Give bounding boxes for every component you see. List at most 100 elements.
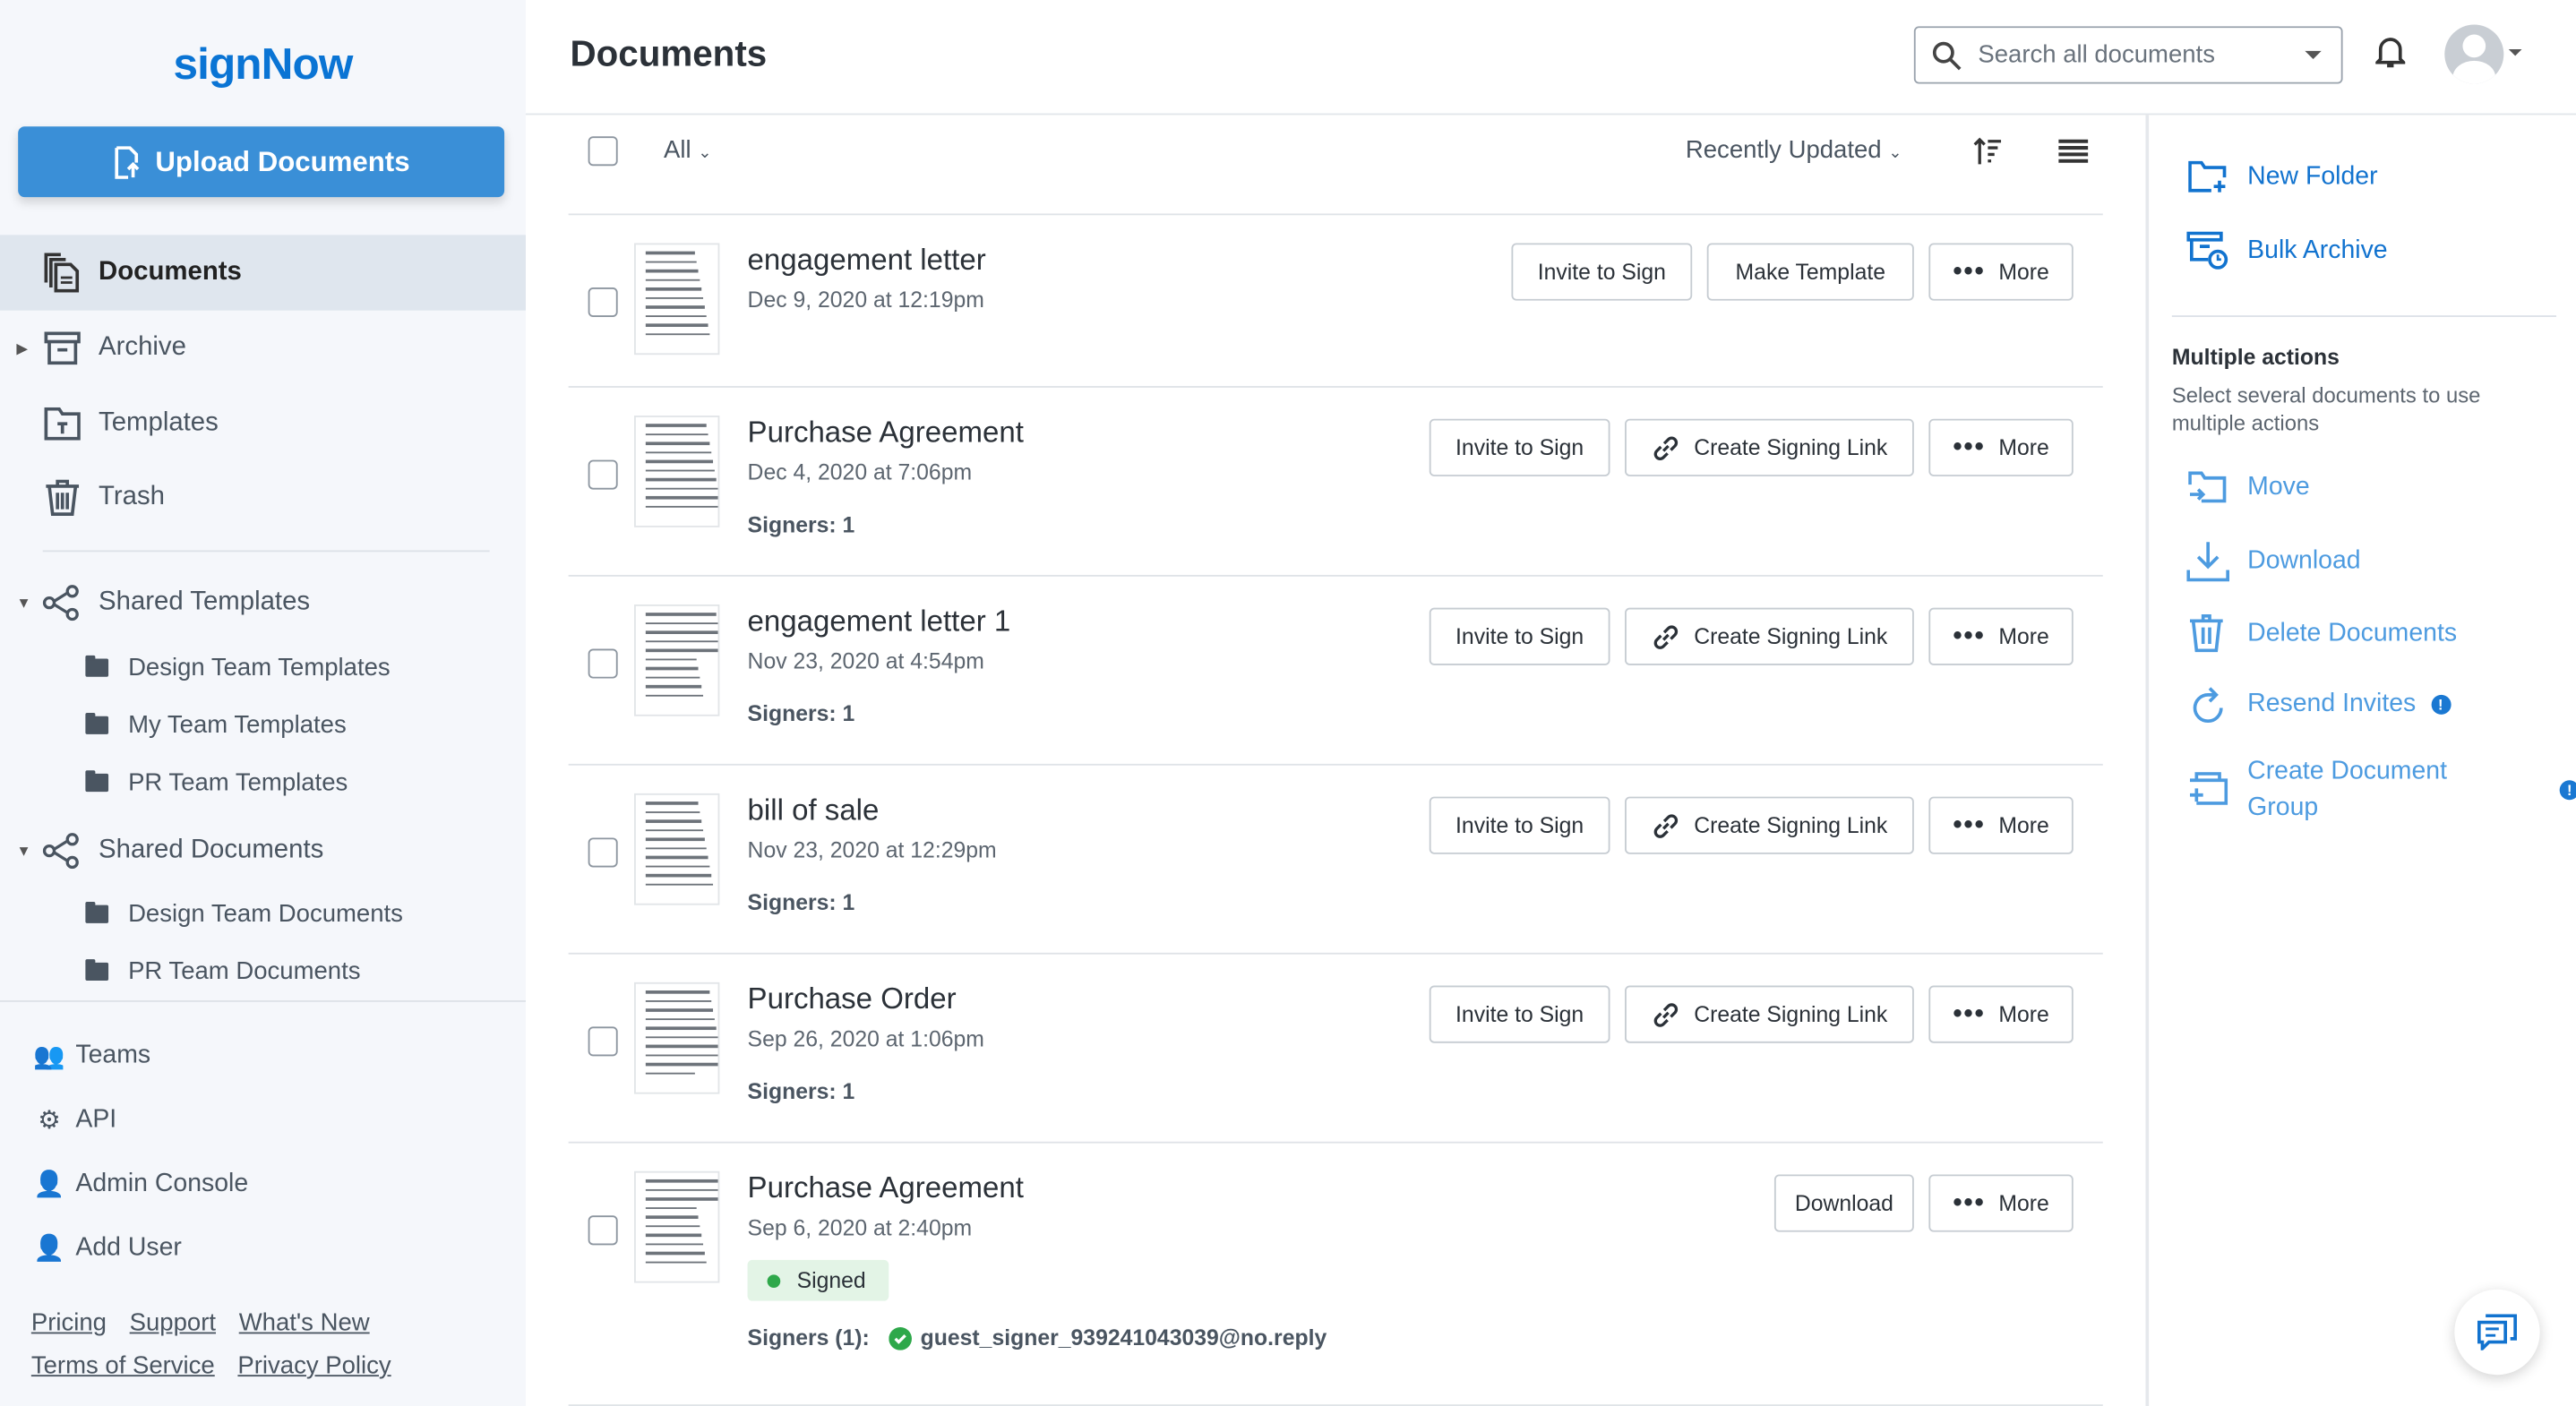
info-icon[interactable]: ! — [2430, 694, 2451, 715]
caret-down-icon[interactable]: ▼ — [16, 594, 31, 612]
document-thumbnail[interactable] — [634, 982, 720, 1094]
more-button[interactable]: ••• More — [1928, 607, 2074, 665]
document-thumbnail[interactable] — [634, 416, 720, 527]
upload-documents-button[interactable]: Upload Documents — [18, 126, 505, 198]
info-icon[interactable]: ! — [2559, 780, 2576, 801]
document-row[interactable]: engagement letter 1 Nov 23, 2020 at 4:54p… — [568, 577, 2103, 766]
sidebar-item-templates[interactable]: Templates — [0, 394, 526, 453]
delete-documents-button[interactable]: Delete Documents — [2185, 613, 2457, 654]
sidebar-subitem-my-team-templates[interactable]: My Team Templates — [85, 711, 347, 740]
sidebar-subitem-pr-team-documents[interactable]: PR Team Documents — [85, 957, 361, 986]
caret-right-icon[interactable]: ▶ — [16, 339, 29, 356]
row-checkbox[interactable] — [588, 287, 618, 318]
signer-email: guest_signer_939241043039@no.reply — [920, 1325, 1327, 1350]
check-circle-icon — [889, 1326, 913, 1350]
chevron-down-icon[interactable] — [2508, 49, 2522, 63]
whats-new-link[interactable]: What's New — [238, 1308, 370, 1338]
chevron-down-icon[interactable] — [2305, 50, 2322, 67]
share-icon — [42, 831, 82, 870]
sidebar-item-documents[interactable]: Documents — [0, 235, 526, 311]
bulk-archive-label: Bulk Archive — [2247, 236, 2388, 265]
sidebar-item-shared-templates[interactable]: ▼ Shared Templates — [0, 579, 526, 628]
invite-to-sign-button[interactable]: Invite to Sign — [1429, 418, 1610, 476]
sidebar-item-trash[interactable]: Trash — [0, 468, 526, 527]
button-label: Download — [1794, 1190, 1893, 1216]
row-checkbox[interactable] — [588, 1215, 618, 1246]
create-document-group-button[interactable]: Create Document Group! — [2185, 754, 2576, 827]
more-button[interactable]: ••• More — [1928, 418, 2074, 476]
row-checkbox[interactable] — [588, 648, 618, 679]
more-button[interactable]: ••• More — [1928, 796, 2074, 854]
sidebar-subitem-design-team-documents[interactable]: Design Team Documents — [85, 900, 403, 928]
create-signing-link-button[interactable]: Create Signing Link — [1625, 607, 1914, 665]
row-checkbox[interactable] — [588, 1026, 618, 1057]
invite-to-sign-button[interactable]: Invite to Sign — [1511, 243, 1693, 301]
more-button[interactable]: ••• More — [1928, 243, 2074, 301]
move-button[interactable]: Move — [2185, 471, 2310, 504]
sidebar-item-shared-documents[interactable]: ▼ Shared Documents — [0, 827, 526, 876]
document-thumbnail[interactable] — [634, 793, 720, 905]
terms-link[interactable]: Terms of Service — [30, 1351, 215, 1380]
new-folder-button[interactable]: New Folder — [2185, 160, 2378, 194]
sidebar-item-teams[interactable]: 👥 Teams — [0, 1035, 526, 1078]
caret-down-icon[interactable]: ▼ — [16, 842, 31, 860]
document-row[interactable]: Purchase Order Sep 26, 2020 at 1:06pm Sign… — [568, 955, 2103, 1144]
sort-order-icon[interactable] — [1973, 136, 2003, 166]
document-name[interactable]: engagement letter — [747, 243, 986, 277]
document-name[interactable]: bill of sale — [747, 793, 880, 827]
sidebar-item-admin-console[interactable]: 👤 Admin Console — [0, 1163, 526, 1206]
list-toolbar: All ⌄ Recently Updated ⌄ — [568, 115, 2103, 216]
make-template-button[interactable]: Make Template — [1706, 243, 1914, 301]
document-name[interactable]: engagement letter 1 — [747, 604, 1011, 638]
create-signing-link-button[interactable]: Create Signing Link — [1625, 418, 1914, 476]
document-thumbnail[interactable] — [634, 604, 720, 716]
document-name[interactable]: Purchase Agreement — [747, 1170, 1024, 1205]
resend-invites-button[interactable]: Resend Invites! — [2185, 685, 2451, 724]
folder-icon — [85, 901, 109, 923]
invite-to-sign-button[interactable]: Invite to Sign — [1429, 985, 1610, 1043]
create-signing-link-button[interactable]: Create Signing Link — [1625, 796, 1914, 854]
support-link[interactable]: Support — [129, 1308, 217, 1338]
document-row[interactable]: Purchase Agreement Dec 4, 2020 at 7:06pm S… — [568, 388, 2103, 577]
sidebar-item-archive[interactable]: ▶ Archive — [0, 319, 526, 378]
invite-to-sign-button[interactable]: Invite to Sign — [1429, 607, 1610, 665]
create-signing-link-button[interactable]: Create Signing Link — [1625, 985, 1914, 1043]
bulk-archive-button[interactable]: Bulk Archive — [2185, 231, 2388, 271]
more-button[interactable]: ••• More — [1928, 985, 2074, 1043]
avatar[interactable] — [2444, 24, 2504, 84]
more-button[interactable]: ••• More — [1928, 1174, 2074, 1232]
button-label: More — [1998, 435, 2049, 460]
bulk-archive-icon — [2185, 231, 2230, 271]
status-label: Signed — [796, 1268, 866, 1293]
sidebar-subitem-design-team-templates[interactable]: Design Team Templates — [85, 654, 391, 682]
document-row[interactable]: engagement letter Dec 9, 2020 at 12:19pm •… — [568, 215, 2103, 388]
invite-to-sign-button[interactable]: Invite to Sign — [1429, 796, 1610, 854]
subitem-label: My Team Templates — [128, 711, 347, 740]
document-date: Sep 26, 2020 at 1:06pm — [747, 1026, 984, 1051]
select-all-checkbox[interactable] — [588, 136, 618, 167]
sidebar-item-api[interactable]: ⚙ API — [0, 1099, 526, 1142]
download-button[interactable]: Download — [2185, 540, 2361, 583]
privacy-link[interactable]: Privacy Policy — [237, 1351, 391, 1380]
document-row[interactable]: Purchase Agreement Sep 6, 2020 at 2:40pm S… — [568, 1144, 2103, 1406]
sort-dropdown[interactable]: Recently Updated ⌄ — [1686, 136, 1902, 164]
filter-dropdown[interactable]: All ⌄ — [664, 136, 712, 164]
pricing-link[interactable]: Pricing — [30, 1308, 107, 1338]
document-name[interactable]: Purchase Order — [747, 982, 957, 1016]
page-title: Documents — [570, 32, 768, 74]
document-thumbnail[interactable] — [634, 1170, 720, 1283]
sidebar-item-add-user[interactable]: 👤 Add User — [0, 1227, 526, 1270]
download-button[interactable]: Download — [1773, 1174, 1914, 1232]
chevron-down-icon: ⌄ — [1888, 144, 1902, 163]
document-thumbnail[interactable] — [634, 243, 720, 356]
row-checkbox[interactable] — [588, 837, 618, 868]
signnow-logo[interactable]: signNow — [173, 39, 354, 90]
bell-icon[interactable] — [2375, 36, 2406, 69]
list-view-icon[interactable] — [2058, 138, 2089, 164]
row-checkbox[interactable] — [588, 459, 618, 490]
document-name[interactable]: Purchase Agreement — [747, 416, 1024, 449]
document-row[interactable]: bill of sale Nov 23, 2020 at 12:29pm Signe… — [568, 766, 2103, 955]
search-input[interactable]: Search all documents — [1913, 26, 2343, 84]
chat-button[interactable] — [2454, 1289, 2540, 1376]
sidebar-subitem-pr-team-templates[interactable]: PR Team Templates — [85, 768, 348, 797]
